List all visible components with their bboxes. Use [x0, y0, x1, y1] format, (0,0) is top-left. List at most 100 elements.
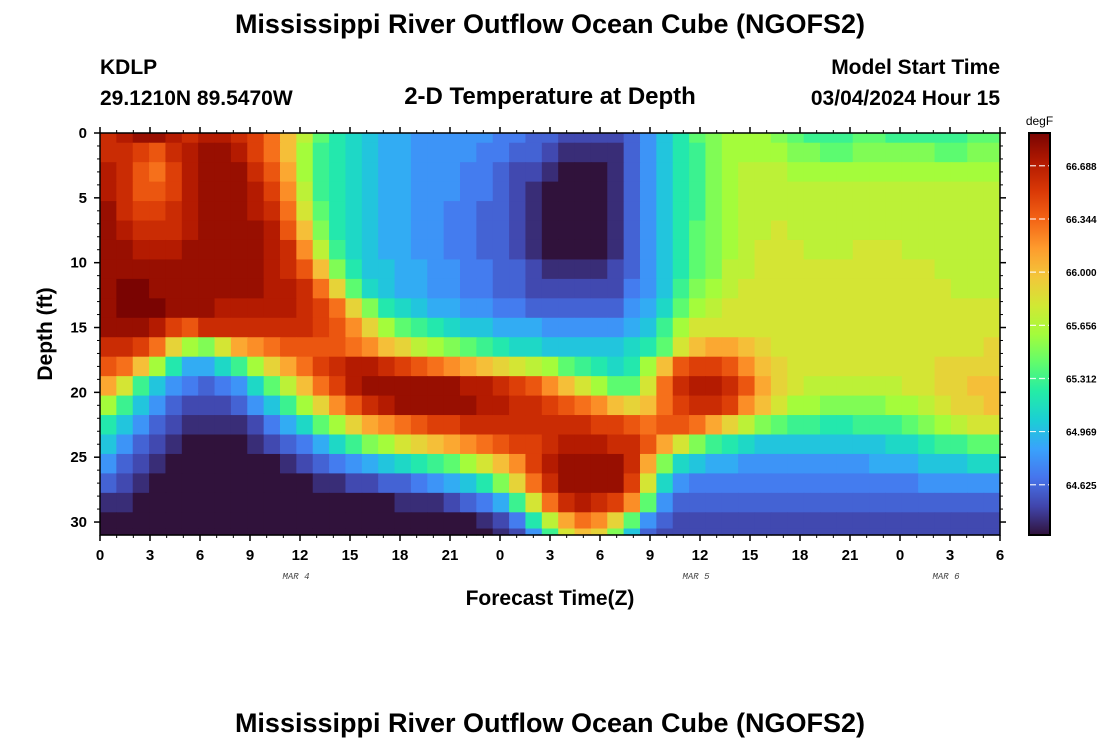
- heatmap-cell: [869, 395, 887, 416]
- heatmap-cell: [476, 415, 494, 436]
- heatmap-cell: [820, 473, 837, 494]
- heatmap-cell: [230, 201, 248, 222]
- heatmap-cell: [443, 395, 461, 416]
- heatmap-cell: [820, 298, 837, 319]
- heatmap-cell: [574, 356, 592, 377]
- heatmap-cell: [181, 142, 199, 163]
- heatmap-cell: [460, 220, 477, 241]
- heatmap-cell: [869, 278, 887, 299]
- heatmap-cell: [116, 220, 134, 241]
- x-tick-label: 15: [342, 547, 359, 564]
- heatmap-cell: [590, 162, 608, 183]
- heatmap-cell: [541, 181, 559, 202]
- heatmap-cell: [967, 337, 985, 358]
- heatmap-cell: [214, 201, 232, 222]
- heatmap-cell: [918, 162, 936, 183]
- heatmap-cell: [247, 220, 265, 241]
- heatmap-cell: [820, 181, 837, 202]
- heatmap-cell: [165, 356, 183, 377]
- heatmap-cell: [165, 395, 183, 416]
- heatmap-cell: [770, 473, 788, 494]
- heatmap-cell: [345, 415, 363, 436]
- heatmap-cell: [214, 259, 232, 280]
- heatmap-cell: [100, 528, 117, 536]
- heatmap-cell: [721, 317, 739, 338]
- heatmap-cell: [345, 220, 363, 241]
- heatmap-cell: [901, 434, 919, 455]
- y-axis: 0 5 10 15 20 25 30: [70, 125, 1006, 531]
- heatmap-cell: [983, 317, 1001, 338]
- heatmap-cell: [263, 278, 281, 299]
- heatmap-cell: [230, 453, 248, 474]
- heatmap-cell: [885, 142, 903, 163]
- heatmap-cell: [149, 162, 167, 183]
- heatmap-cell: [656, 512, 674, 530]
- heatmap-cell: [247, 298, 265, 319]
- heatmap-cell: [541, 317, 559, 338]
- heatmap-cell: [492, 317, 510, 338]
- heatmap-cell: [198, 528, 216, 536]
- heatmap-cell: [230, 220, 248, 241]
- heatmap-cell: [525, 337, 543, 358]
- heatmap-cell: [460, 201, 477, 222]
- heatmap-cell: [100, 453, 117, 474]
- heatmap-cell: [509, 395, 527, 416]
- heatmap-cell: [967, 453, 985, 474]
- heatmap-cell: [312, 259, 330, 280]
- heatmap-cell: [378, 239, 396, 261]
- heatmap-cell: [623, 395, 641, 416]
- heatmap-cell: [394, 298, 412, 319]
- y-tick-label: 20: [70, 384, 87, 401]
- heatmap-cell: [509, 337, 527, 358]
- heatmap-cell: [230, 133, 248, 144]
- heatmap-cell: [280, 492, 297, 513]
- heatmap-cell: [901, 473, 919, 494]
- heatmap-cell: [590, 239, 608, 261]
- colorbar-gradient: [1028, 132, 1051, 536]
- x-tick-label: 9: [646, 547, 654, 564]
- heatmap-cell: [754, 239, 772, 261]
- heatmap-cell: [230, 376, 248, 397]
- heatmap-cell: [640, 356, 657, 377]
- heatmap-cell: [541, 259, 559, 280]
- heatmap-cell: [983, 356, 1001, 377]
- heatmap-cell: [247, 259, 265, 280]
- heatmap-cell: [460, 473, 477, 494]
- heatmap-cell: [329, 434, 347, 455]
- heatmap-cell: [770, 512, 788, 530]
- colorbar-tick-label: 65.656: [1066, 321, 1097, 332]
- heatmap-cell: [738, 376, 756, 397]
- heatmap-cell: [656, 142, 674, 163]
- heatmap-cell: [640, 298, 657, 319]
- heatmap-cell: [836, 528, 854, 536]
- heatmap-cell: [770, 298, 788, 319]
- heatmap-cell: [590, 133, 608, 144]
- heatmap-cell: [787, 434, 805, 455]
- heatmap-cell: [950, 473, 968, 494]
- heatmap-cell: [803, 453, 821, 474]
- heatmap-cell: [787, 453, 805, 474]
- heatmap-cell: [132, 142, 150, 163]
- heatmap-cell: [509, 512, 527, 530]
- heatmap-cell: [230, 259, 248, 280]
- heatmap-cell: [607, 356, 625, 377]
- heatmap-cell: [100, 512, 117, 530]
- heatmap-cell: [525, 278, 543, 299]
- heatmap-cell: [443, 453, 461, 474]
- model-start-label: Model Start Time: [831, 56, 1000, 79]
- heatmap-cell: [983, 220, 1001, 241]
- heatmap-cell: [476, 220, 494, 241]
- heatmap-cell: [803, 376, 821, 397]
- heatmap-cell: [198, 473, 216, 494]
- heatmap-cell: [214, 528, 232, 536]
- heatmap-cell: [378, 220, 396, 241]
- heatmap-cell: [803, 317, 821, 338]
- heatmap-cell: [820, 259, 837, 280]
- heatmap-cell: [574, 473, 592, 494]
- heatmap-cell: [394, 133, 412, 144]
- heatmap-cell: [983, 259, 1001, 280]
- heatmap-cell: [918, 473, 936, 494]
- heatmap-cell: [983, 298, 1001, 319]
- heatmap-cell: [525, 415, 543, 436]
- heatmap-cell: [623, 434, 641, 455]
